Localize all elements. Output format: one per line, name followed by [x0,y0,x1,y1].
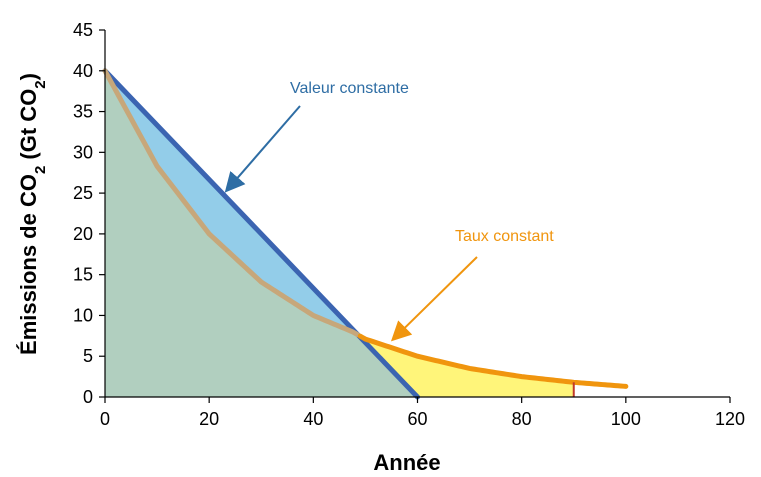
axes: 0 5 10 15 20 25 30 35 40 45 0 20 40 60 80 100 120 [73,20,745,429]
annotation-taux-constant: Taux constant [455,228,554,245]
annotation-arrow-taux-constant [390,256,478,342]
y-tick-label: 45 [73,20,93,40]
annotation-valeur-constante: Valeur constante [290,80,409,97]
series-line-taux-constant-a [102,68,361,338]
fill-common [105,70,418,398]
annotation-arrow-valeur-constante [224,105,301,193]
y-axis-title-sub1: 2 [32,166,49,174]
x-tick-label: 40 [303,409,323,429]
x-tick-label: 80 [512,409,532,429]
x-tick-label: 20 [199,409,219,429]
y-axis-title-mid: (Gt CO [16,89,41,166]
y-tick-label: 15 [73,265,93,285]
y-tick-label: 20 [73,224,93,244]
y-tick-label: 30 [73,142,93,162]
series-line-taux-constant-b [357,333,629,389]
x-tick-label: 60 [407,409,427,429]
x-tick-label: 0 [100,409,110,429]
y-tick-label: 10 [73,305,93,325]
y-axis-title-end: ) [16,73,41,80]
y-tick-label: 0 [83,387,93,407]
y-axis-title: Émissions de CO2 (Gt CO2) [16,73,49,355]
y-tick-label: 35 [73,102,93,122]
series-lines [102,68,629,400]
x-tick-label: 120 [715,409,745,429]
annotations: Valeur constante Taux constant [224,80,554,342]
y-axis-title-sub2: 2 [32,80,49,88]
x-tick-label: 100 [611,409,641,429]
y-tick-label: 5 [83,346,93,366]
y-axis-title-main: Émissions de CO [16,174,41,355]
y-tick-label: 40 [73,61,93,81]
x-axis-title: Année [373,450,440,475]
series-line-valeur-constante [102,68,420,400]
y-tick-label: 25 [73,183,93,203]
